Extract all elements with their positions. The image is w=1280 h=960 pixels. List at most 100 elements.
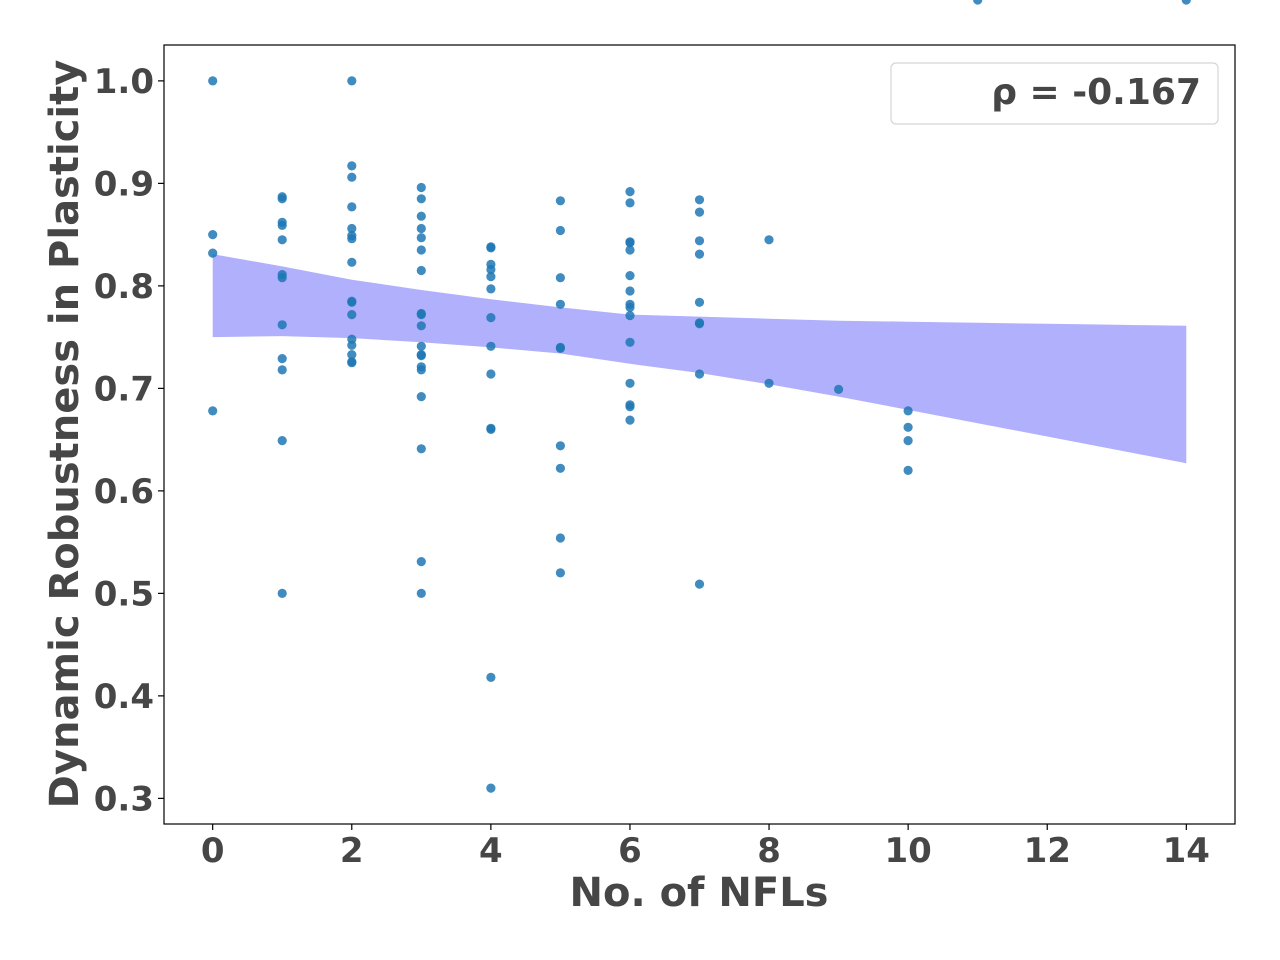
data-point [347, 310, 357, 320]
data-point [486, 341, 496, 351]
data-point [694, 297, 705, 307]
data-point [347, 172, 357, 182]
data-point [416, 265, 426, 276]
data-point [694, 369, 705, 379]
data-point [486, 243, 496, 253]
data-point [416, 351, 426, 361]
data-point [555, 463, 566, 473]
data-point [347, 358, 357, 368]
data-point [625, 286, 635, 296]
x-tick-label: 2 [340, 831, 364, 871]
data-point [416, 588, 426, 599]
confidence-band-layer [212, 254, 1187, 464]
y-tick-label: 0.8 [94, 267, 154, 307]
data-point [347, 234, 357, 244]
data-point [834, 384, 844, 394]
data-point [625, 311, 635, 321]
data-point [903, 465, 913, 475]
data-point [486, 264, 496, 275]
y-tick-label: 0.6 [94, 472, 154, 512]
data-point [416, 211, 426, 221]
x-tick-label: 12 [1024, 831, 1071, 871]
data-point [903, 436, 913, 446]
data-point [347, 340, 357, 350]
data-point [1181, 0, 1191, 5]
data-point [555, 273, 566, 283]
y-tick-label: 0.5 [94, 574, 154, 614]
data-point [416, 194, 426, 204]
data-point [555, 568, 566, 578]
data-point [347, 257, 357, 267]
data-point [625, 302, 635, 312]
data-point [973, 0, 983, 5]
legend-text: ρ = -0.167 [991, 72, 1201, 113]
data-point [416, 557, 426, 567]
data-point [694, 249, 705, 259]
data-point [416, 392, 426, 402]
data-point [277, 436, 287, 446]
data-point [416, 365, 426, 375]
data-point [277, 194, 287, 204]
y-tick-label: 0.3 [94, 779, 154, 819]
x-axis: 0 2 4 6 8 10 12 14 [201, 824, 1210, 871]
data-point [208, 248, 218, 258]
confidence-band [212, 254, 1187, 464]
data-point [555, 441, 566, 451]
data-point [486, 369, 496, 379]
data-point [416, 223, 426, 234]
data-point [416, 245, 426, 255]
data-point [277, 273, 287, 283]
data-points-layer [208, 0, 1191, 793]
data-point [694, 579, 705, 589]
data-point [903, 406, 913, 416]
data-point [694, 236, 705, 246]
data-point [555, 299, 566, 309]
legend: ρ = -0.167 [890, 62, 1219, 125]
data-point [486, 284, 496, 294]
data-point [486, 424, 496, 434]
data-point [277, 365, 287, 375]
data-point [625, 187, 635, 197]
data-point [625, 378, 635, 388]
data-point [416, 233, 426, 243]
y-axis-label: Dynamic Robustness in Plasticity [42, 60, 88, 809]
plot-frame [163, 44, 1236, 825]
data-point [208, 406, 218, 416]
data-point [625, 402, 635, 412]
data-point [277, 320, 287, 330]
y-tick-label: 0.7 [94, 369, 154, 409]
data-point [208, 230, 218, 240]
data-point [416, 341, 426, 351]
data-point [416, 310, 426, 320]
y-tick-label: 0.9 [94, 164, 154, 204]
y-axis: 0.3 0.4 0.5 0.6 0.7 0.8 0.9 1.0 [94, 62, 164, 819]
data-point [764, 235, 774, 245]
data-point [625, 337, 635, 347]
data-point [764, 378, 774, 388]
x-tick-label: 8 [757, 831, 781, 871]
data-point [277, 235, 287, 245]
data-point [416, 321, 426, 331]
data-point [277, 220, 287, 230]
data-point [347, 76, 357, 86]
data-point [486, 313, 496, 323]
data-point [625, 198, 635, 208]
data-point [903, 422, 913, 432]
data-point [625, 271, 635, 281]
data-point [555, 533, 566, 543]
x-tick-label: 4 [479, 831, 503, 871]
x-axis-label: No. of NFLs [570, 870, 829, 916]
x-tick-label: 6 [618, 831, 642, 871]
x-tick-label: 0 [201, 831, 225, 871]
data-point [694, 207, 705, 217]
data-point [625, 245, 635, 255]
data-point [486, 272, 496, 282]
x-tick-label: 14 [1163, 831, 1210, 871]
data-point [277, 354, 287, 364]
data-point [208, 76, 218, 86]
data-point [694, 319, 705, 329]
data-point [416, 444, 426, 454]
y-tick-label: 1.0 [94, 62, 154, 102]
